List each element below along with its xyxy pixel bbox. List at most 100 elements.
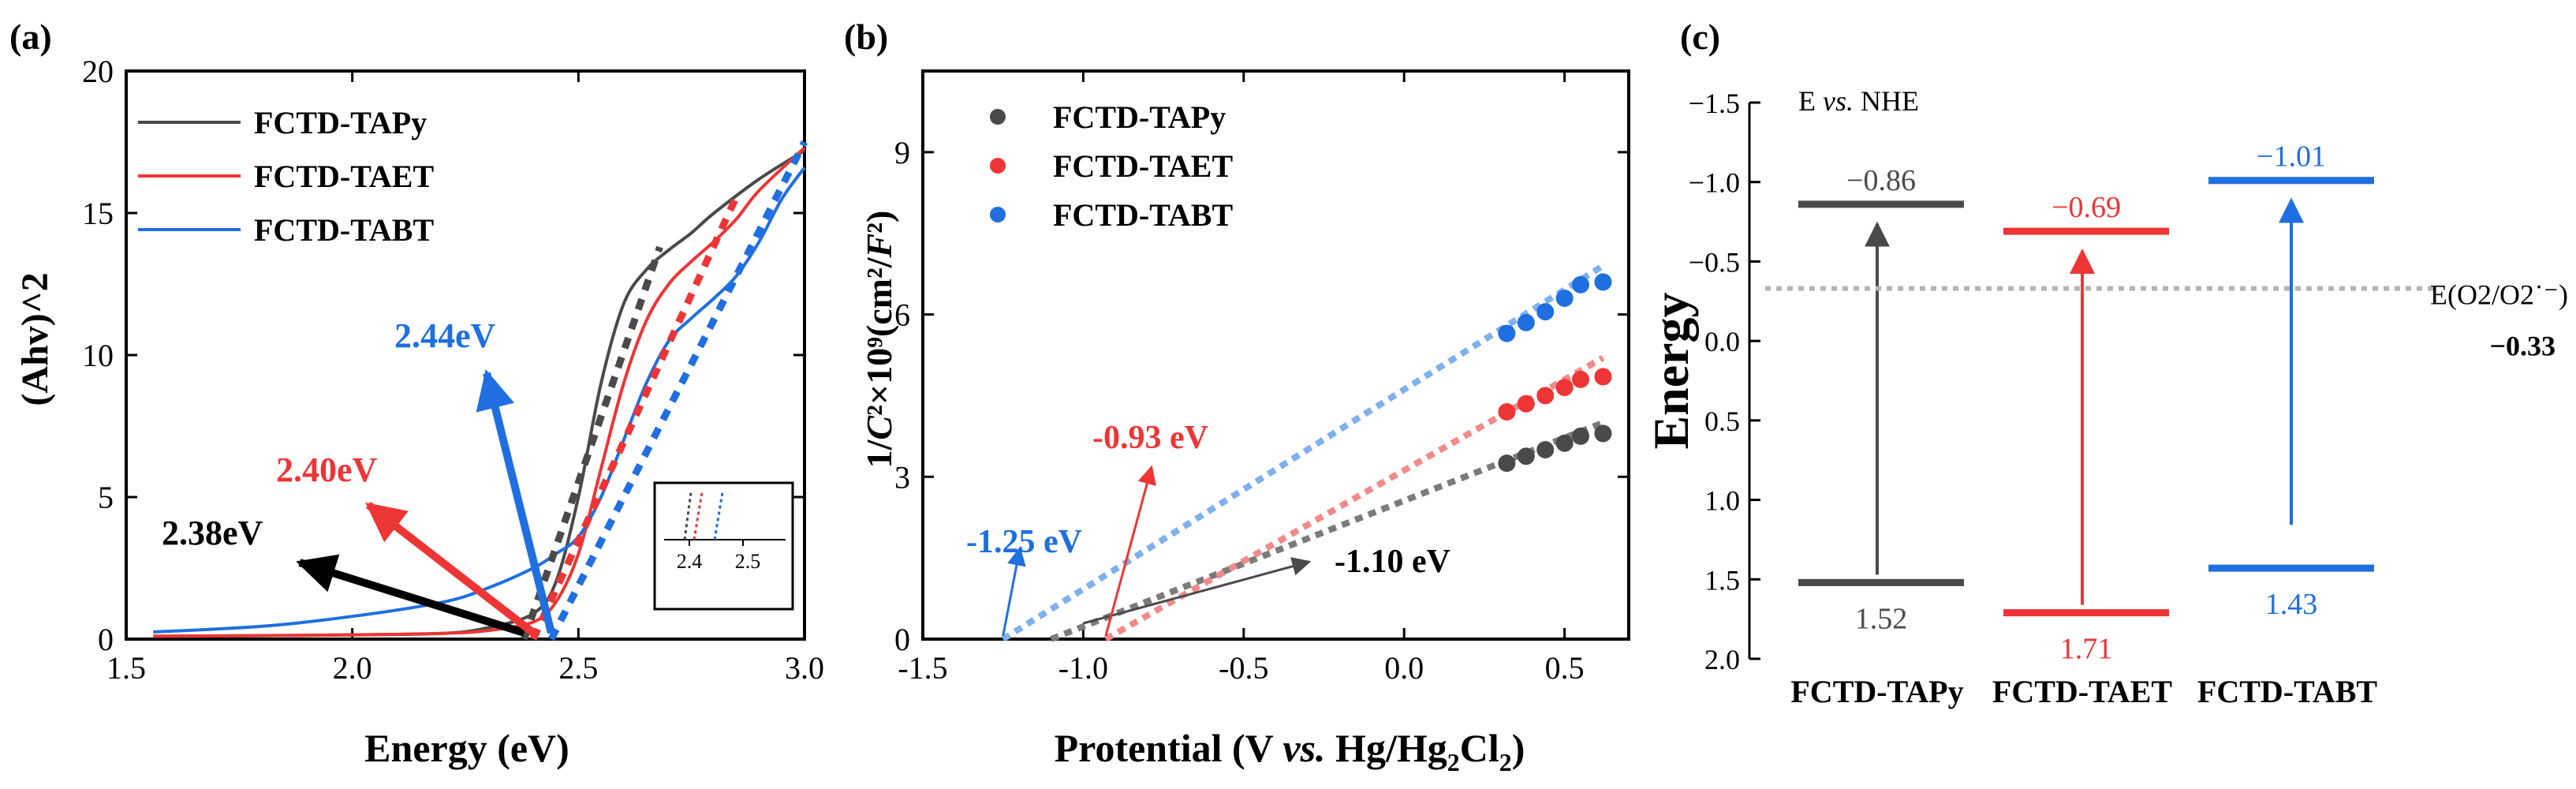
annotation-label: -1.10 eV (1335, 544, 1450, 580)
panel-c-label: (c) (1680, 17, 1720, 57)
data-point-FCTD-TAET (1555, 379, 1574, 397)
inset-tangent-tabt (713, 492, 724, 540)
legend-label: FCTD-TAET (254, 159, 434, 194)
vb-value-label: 1.71 (2060, 633, 2113, 666)
x-tick-label: 3.0 (785, 650, 824, 686)
annotation-arrow (365, 502, 536, 636)
vb-value-label: 1.43 (2265, 588, 2318, 621)
panel-c-axes: −1.5 −1.0 −0.5 0.0 0.5 1.0 1.5 2.0 (1689, 88, 1760, 675)
y-tick-label: 2.0 (1704, 644, 1740, 675)
panel-b-frame (921, 69, 1630, 641)
inset-tangent-tapy (683, 492, 693, 540)
inset-tick-label: 2.4 (677, 550, 703, 573)
annotation-arrow (1104, 465, 1156, 637)
inset-tangent-taet (693, 492, 704, 540)
panel-a: (a) 1.5 2.0 2.5 3.0 0 5 10 15 20 Energy (eV) (Ah… (9, 17, 824, 770)
panel-c-ylabel: Energy (1643, 292, 1699, 449)
panel-a-ylabel: (Ahv)^2 (14, 272, 56, 406)
legend-marker (990, 207, 1006, 222)
y-tick-label: −1.0 (1689, 167, 1740, 199)
legend-label: FCTD-TABT (1053, 197, 1233, 233)
data-point-FCTD-TAET (1594, 368, 1612, 386)
category-label: FCTD-TABT (2197, 674, 2377, 709)
annotation-label: -0.93 eV (1092, 420, 1208, 456)
y-tick-label: 6 (894, 297, 910, 333)
reference-label: E(O2/O2˙⁻) (2430, 279, 2568, 311)
y-tick-label: 20 (82, 54, 114, 89)
panel-c: (c) −1.5 −1.0 −0.5 0.0 0.5 1.0 1.5 2.0 Energy E… (1643, 17, 2568, 709)
data-point-FCTD-TAPy (1555, 434, 1574, 452)
panel-b: (b) -1.5 -1.0 -0.5 0.0 0.5 0 3 6 9 1/C²×10⁹(cm²/… (844, 17, 1630, 776)
y-tick-label: 1.5 (1704, 564, 1740, 596)
panel-b-legend: FCTD-TAPy FCTD-TAET FCTD-TABT (990, 99, 1233, 233)
panel-a-annotations: 2.38eV 2.40eV 2.44eV (162, 316, 555, 637)
data-point-FCTD-TABT (1498, 324, 1516, 342)
inset-tick-label: 2.5 (735, 550, 761, 573)
y-tick-label: 0 (894, 622, 910, 657)
legend-label: FCTD-TAET (1053, 148, 1233, 184)
data-point-FCTD-TABT (1517, 313, 1535, 331)
panel-b-xlabel: Protential (V vs. Hg/Hg2Cl2) (1055, 726, 1525, 776)
data-point-FCTD-TAET (1571, 370, 1589, 388)
panel-a-xlabel: Energy (eV) (364, 726, 569, 770)
data-point-FCTD-TABT (1536, 303, 1555, 321)
annotation-arrow (476, 369, 555, 634)
y-tick-label: 15 (82, 196, 114, 231)
panel-b-marks (1001, 263, 1612, 642)
panel-a-axes: 1.5 2.0 2.5 3.0 0 5 10 15 20 (82, 54, 824, 686)
cb-value-label: −0.69 (2051, 191, 2121, 224)
panel-a-label: (a) (9, 17, 52, 57)
y-tick-label: 0 (98, 622, 114, 657)
y-tick-label: 5 (98, 480, 114, 515)
tangent-line-FCTD-TAPy (521, 245, 663, 641)
panel-b-annotations: -1.10 eV -0.93 eV -1.25 eV (966, 420, 1450, 637)
data-point-FCTD-TAPy (1594, 424, 1612, 443)
data-point-FCTD-TAPy (1517, 447, 1535, 466)
panel-a-legend: FCTD-TAPy FCTD-TAET FCTD-TABT (138, 105, 434, 248)
tangent-line-FCTD-TABT (547, 140, 808, 641)
x-tick-label: 2.0 (333, 650, 372, 686)
y-tick-label: −0.5 (1689, 246, 1740, 278)
panel-c-reference: E(O2/O2˙⁻) −0.33 (1765, 279, 2568, 362)
data-point-FCTD-TAET (1517, 394, 1535, 413)
legend-marker (990, 158, 1006, 174)
y-tick-label: 0.5 (1704, 406, 1740, 437)
category-label: FCTD-TAET (1992, 674, 2172, 709)
legend-marker (990, 109, 1006, 125)
data-point-FCTD-TAPy (1536, 441, 1555, 458)
legend-label: FCTD-TABT (254, 212, 434, 248)
inset-frame (653, 481, 794, 611)
y-tick-label: 10 (82, 338, 114, 373)
annotation-arrow (1002, 546, 1026, 637)
data-point-FCTD-TABT (1571, 275, 1589, 294)
x-tick-label: 1.5 (106, 650, 146, 686)
data-point-FCTD-TAET (1498, 403, 1516, 421)
y-tick-label: 1.0 (1704, 485, 1740, 517)
panel-b-axes: -1.5 -1.0 -0.5 0.0 0.5 0 3 6 9 (894, 69, 1630, 686)
panel-b-ylabel: 1/C²×10⁹(cm²/F²) (859, 211, 899, 469)
panel-b-label: (b) (844, 17, 888, 57)
x-tick-label: -1.0 (1058, 650, 1108, 686)
panel-a-marks (153, 140, 808, 641)
annotation-label: -1.25 eV (966, 524, 1082, 560)
data-point-FCTD-TAPy (1498, 454, 1516, 473)
data-point-FCTD-TAET (1536, 387, 1555, 405)
series-line-FCTD-TABT (153, 166, 806, 634)
annotation-label: 2.40eV (276, 451, 378, 489)
data-point-FCTD-TABT (1555, 290, 1574, 307)
cb-value-label: −1.01 (2257, 140, 2326, 174)
e-vs-nhe-label: E vs. NHE (1798, 85, 1919, 117)
x-tick-label: -0.5 (1219, 650, 1268, 686)
annotation-arrow (296, 554, 526, 637)
annotation-label: 2.44eV (394, 316, 496, 355)
vb-value-label: 1.52 (1855, 602, 1908, 635)
y-tick-label: −1.5 (1689, 88, 1740, 119)
x-tick-label: 0.0 (1384, 650, 1424, 686)
panel-a-inset: 2.4 2.5 (653, 481, 794, 611)
legend-label: FCTD-TAPy (1053, 99, 1226, 135)
category-label: FCTD-TAPy (1790, 674, 1963, 709)
x-tick-label: 0.5 (1545, 650, 1585, 686)
annotation-arrow (1083, 557, 1312, 625)
x-tick-label: 2.5 (558, 650, 598, 686)
